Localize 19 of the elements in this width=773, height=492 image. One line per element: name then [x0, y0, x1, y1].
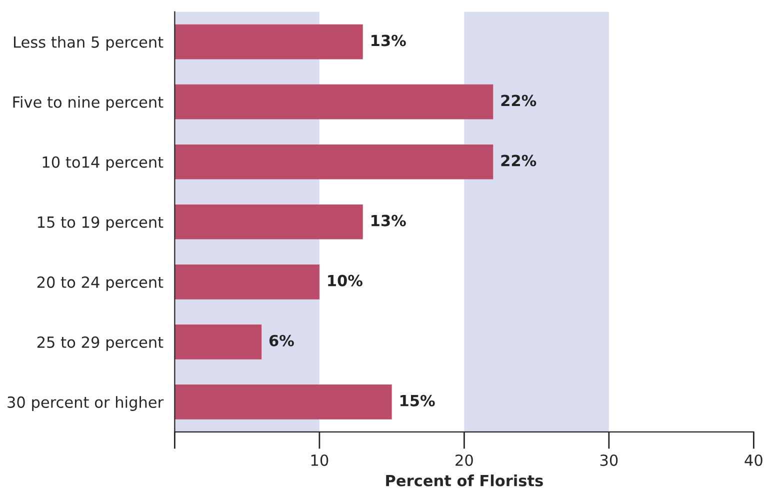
y-tick-label: 20 to 24 percent	[37, 276, 164, 291]
x-tick-label: 20	[456, 454, 473, 466]
y-tick-label: 25 to 29 percent	[37, 336, 164, 351]
data-label: 6%	[269, 334, 294, 346]
y-tick-label: 30 percent or higher	[8, 396, 164, 411]
data-label: 10%	[328, 274, 362, 286]
data-label: 22%	[501, 154, 536, 166]
y-tick-label: Less than 5 percent	[14, 36, 164, 51]
data-label: 22%	[501, 94, 536, 106]
y-tick-label: 10 to14 percent	[42, 156, 164, 171]
x-tick-label: 40	[744, 454, 762, 466]
data-label: 13%	[372, 34, 406, 46]
x-tick-label: 10	[311, 454, 328, 466]
y-tick-label: Five to nine percent	[13, 96, 164, 111]
data-label: 13%	[372, 214, 406, 226]
y-tick-label: 15 to 19 percent	[38, 216, 164, 231]
x-axis-title: Percent of Florists	[386, 474, 543, 486]
x-tick-label: 30	[600, 454, 618, 466]
data-label: 15%	[400, 394, 435, 406]
